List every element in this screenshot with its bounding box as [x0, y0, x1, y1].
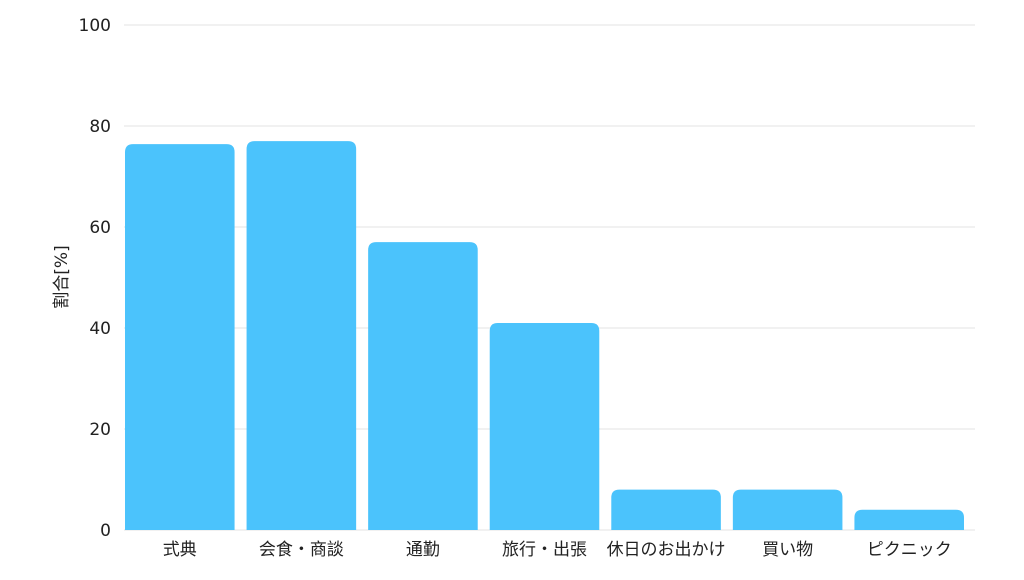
y-tick-label: 0 — [100, 521, 111, 541]
y-tick-label: 100 — [79, 16, 111, 36]
x-tick-label: ピクニック — [867, 540, 952, 560]
x-axis-ticks: 式典 会食・商談 通勤 旅行・出張 休日のお出かけ 買い物 ピクニック — [163, 540, 952, 560]
x-tick-label: 通勤 — [406, 540, 440, 560]
bar — [368, 242, 478, 530]
y-tick-label: 20 — [89, 420, 111, 440]
bar — [246, 141, 357, 530]
bar — [489, 322, 600, 530]
y-axis-ticks: 0 20 40 60 80 100 — [79, 16, 111, 541]
y-tick-label: 40 — [89, 319, 111, 339]
y-tick-label: 60 — [89, 218, 111, 238]
bar — [611, 489, 721, 530]
x-tick-label: 買い物 — [762, 540, 813, 560]
x-tick-label: 旅行・出張 — [502, 540, 587, 560]
bar — [125, 144, 235, 530]
bar — [732, 489, 843, 530]
x-tick-label: 休日のお出かけ — [607, 540, 726, 560]
bars — [125, 141, 964, 530]
x-tick-label: 式典 — [163, 540, 197, 560]
y-tick-label: 80 — [89, 117, 111, 137]
bar — [854, 509, 964, 530]
y-axis-label: 割合[%] — [52, 245, 72, 308]
x-tick-label: 会食・商談 — [259, 540, 344, 560]
